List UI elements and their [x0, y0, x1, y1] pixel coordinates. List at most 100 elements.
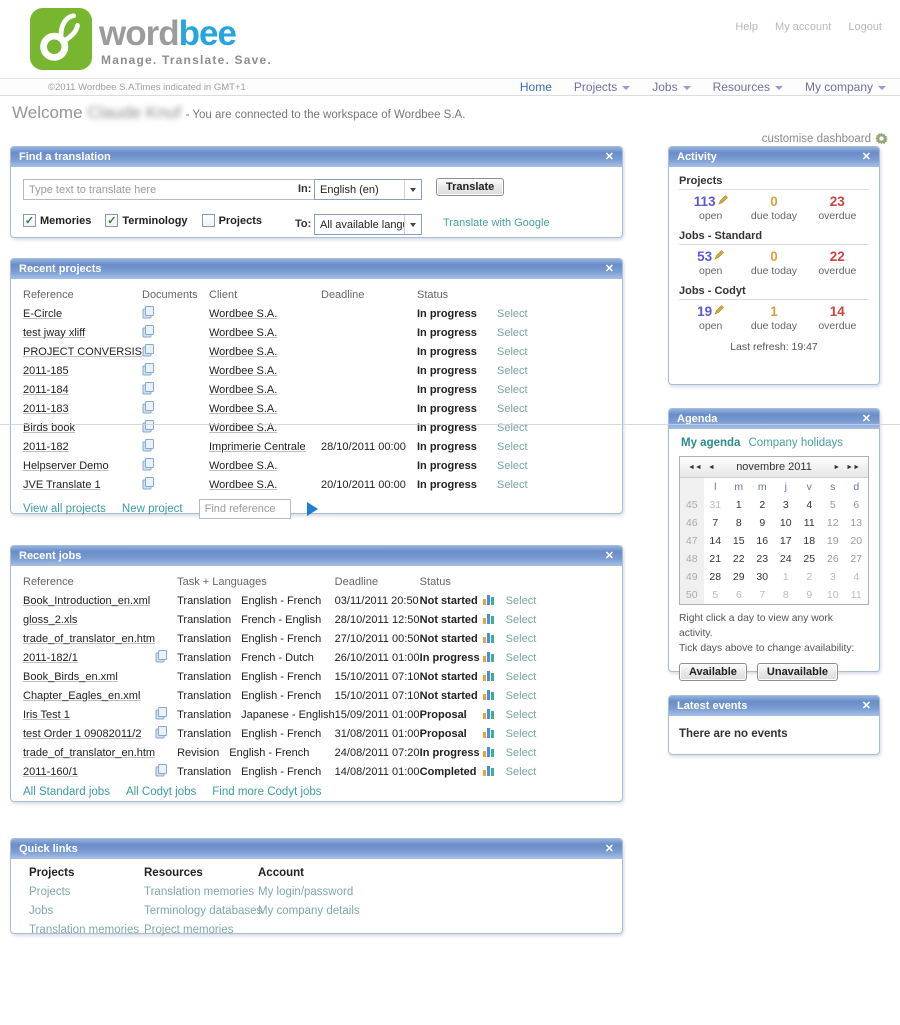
client-link[interactable]: Wordbee S.A.	[209, 383, 278, 396]
documents-icon[interactable]	[155, 763, 168, 777]
all-codyt-jobs-link[interactable]: All Codyt jobs	[125, 786, 197, 798]
day-cell[interactable]: 17	[779, 535, 792, 547]
documents-icon[interactable]	[142, 305, 155, 319]
day-cell[interactable]: 7	[712, 517, 719, 529]
day-cell[interactable]: 21	[709, 553, 722, 565]
due-today-count[interactable]: 0	[770, 194, 778, 209]
job-reference-link[interactable]: Chapter_Eagles_en.xml	[23, 689, 141, 702]
day-cell[interactable]: 9	[806, 589, 813, 601]
quick-link-my-company-details[interactable]: My company details	[258, 905, 360, 917]
select-link[interactable]: Select	[497, 478, 528, 491]
tab-company-holidays[interactable]: Company holidays	[748, 437, 844, 449]
find-reference-input[interactable]	[198, 499, 291, 519]
select-link[interactable]: Select	[505, 670, 537, 683]
view-all-projects-link[interactable]: View all projects	[23, 503, 106, 515]
next-month-icon[interactable]: ►	[833, 463, 841, 471]
select-link[interactable]: Select	[505, 746, 537, 759]
close-icon[interactable]: ✕	[604, 262, 614, 275]
logout-link[interactable]: Logout	[848, 21, 882, 33]
source-language-select[interactable]: English (en)	[314, 179, 422, 200]
day-cell[interactable]: 29	[732, 571, 745, 583]
job-reference-link[interactable]: gloss_2.xls	[23, 613, 78, 626]
day-cell[interactable]: 11	[850, 589, 862, 601]
client-link[interactable]: Wordbee S.A.	[209, 307, 278, 320]
day-cell[interactable]: 12	[826, 517, 839, 529]
translate-text-input[interactable]	[23, 179, 345, 200]
overdue-count[interactable]: 14	[829, 304, 845, 319]
prev-year-icon[interactable]: ◄◄	[688, 463, 702, 471]
select-link[interactable]: Select	[497, 421, 528, 434]
day-cell[interactable]: 9	[759, 517, 766, 529]
documents-icon[interactable]	[142, 324, 155, 338]
day-cell[interactable]: 8	[782, 589, 789, 601]
select-link[interactable]: Select	[497, 326, 528, 339]
job-reference-link[interactable]: trade_of_translator_en.htm	[23, 746, 156, 759]
overdue-count[interactable]: 22	[829, 249, 845, 264]
client-link[interactable]: Wordbee S.A.	[209, 345, 278, 358]
quick-link-jobs[interactable]: Jobs	[29, 905, 54, 917]
day-cell[interactable]: 25	[803, 553, 816, 565]
quick-link-projects[interactable]: Projects	[29, 886, 71, 898]
target-language-select[interactable]: All available languages	[314, 214, 422, 235]
day-cell[interactable]: 26	[826, 553, 839, 565]
client-link[interactable]: Wordbee S.A.	[209, 326, 278, 339]
project-reference-link[interactable]: 2011-185	[23, 364, 69, 377]
project-reference-link[interactable]: JVE Translate 1	[23, 478, 101, 491]
next-year-icon[interactable]: ►►	[846, 463, 860, 471]
client-link[interactable]: Wordbee S.A.	[209, 478, 278, 491]
day-cell[interactable]: 27	[850, 553, 863, 565]
select-link[interactable]: Select	[497, 440, 528, 453]
job-stats-chart-icon[interactable]	[482, 707, 495, 720]
select-link[interactable]: Select	[505, 689, 537, 702]
project-reference-link[interactable]: E-Circle	[23, 307, 63, 320]
day-cell[interactable]: 23	[756, 553, 769, 565]
job-stats-chart-icon[interactable]	[482, 745, 495, 758]
open-count[interactable]: 19	[679, 304, 742, 319]
quick-link-project-memories[interactable]: Project memories	[144, 924, 234, 936]
all-standard-jobs-link[interactable]: All Standard jobs	[23, 786, 110, 798]
customise-dashboard-link[interactable]: customise dashboard	[762, 132, 888, 145]
close-icon[interactable]: ✕	[604, 842, 614, 855]
project-reference-link[interactable]: test jway xliff	[23, 326, 86, 339]
documents-icon[interactable]	[142, 419, 155, 433]
day-cell[interactable]: 11	[803, 517, 815, 529]
help-link[interactable]: Help	[735, 21, 758, 33]
documents-icon[interactable]	[155, 706, 168, 720]
nav-projects[interactable]: Projects	[574, 80, 631, 94]
select-link[interactable]: Select	[505, 708, 537, 721]
client-link[interactable]: Wordbee S.A.	[209, 364, 278, 377]
job-reference-link[interactable]: test Order 1 09082011/2	[23, 727, 142, 740]
close-icon[interactable]: ✕	[861, 412, 871, 425]
documents-icon[interactable]	[142, 476, 155, 490]
job-reference-link[interactable]: Iris Test 1	[23, 708, 70, 721]
open-count[interactable]: 113	[679, 194, 742, 209]
job-reference-link[interactable]: Book_Birds_en.xml	[23, 670, 118, 683]
day-cell[interactable]: 8	[735, 517, 742, 529]
select-link[interactable]: Select	[505, 651, 537, 664]
select-link[interactable]: Select	[497, 364, 528, 377]
select-link[interactable]: Select	[505, 594, 537, 607]
day-cell[interactable]: 2	[806, 571, 813, 583]
project-reference-link[interactable]: 2011-182	[23, 440, 69, 453]
day-cell[interactable]: 4	[853, 571, 860, 583]
client-link[interactable]: Wordbee S.A.	[209, 421, 278, 434]
day-cell[interactable]: 31	[709, 499, 722, 511]
select-link[interactable]: Select	[497, 402, 528, 415]
tab-my-agenda[interactable]: My agenda	[681, 437, 741, 449]
documents-icon[interactable]	[142, 457, 155, 471]
job-reference-link[interactable]: Book_Introduction_en.xml	[23, 594, 151, 607]
quick-link-terminology-databases[interactable]: Terminology databases	[144, 905, 263, 917]
select-link[interactable]: Select	[497, 345, 528, 358]
select-link[interactable]: Select	[505, 632, 537, 645]
day-cell[interactable]: 15	[732, 535, 745, 547]
projects-checkbox[interactable]: Projects	[201, 214, 262, 227]
documents-icon[interactable]	[155, 649, 168, 663]
day-cell[interactable]: 1	[782, 571, 789, 583]
project-reference-link[interactable]: 2011-183	[23, 402, 69, 415]
terminology-checkbox[interactable]: ✓ Terminology	[105, 214, 188, 227]
translate-button[interactable]: Translate	[436, 178, 505, 196]
close-icon[interactable]: ✕	[861, 699, 871, 712]
close-icon[interactable]: ✕	[604, 549, 614, 562]
day-cell[interactable]: 10	[826, 589, 839, 601]
day-cell[interactable]: 7	[759, 589, 766, 601]
